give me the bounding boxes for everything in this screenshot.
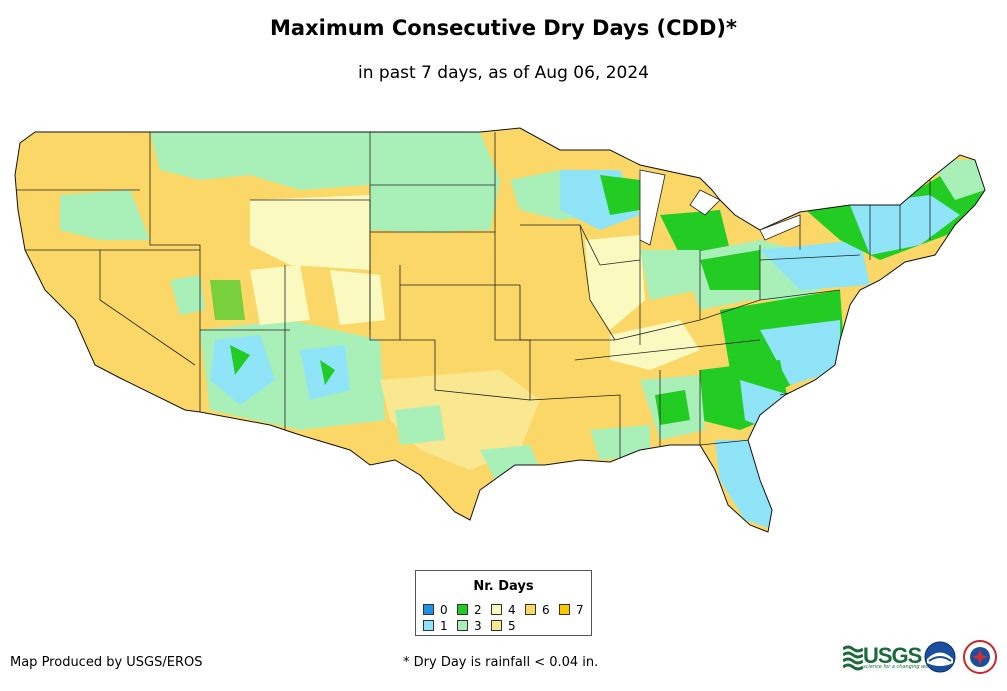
legend-item-5: 5 [491,620,516,632]
usgs-tagline: science for a changing world [863,664,935,670]
legend-swatch [457,620,468,631]
legend-label: 0 [440,603,448,617]
nws-logo-icon [963,640,997,674]
legend-swatch [525,604,536,615]
legend-item-3: 3 [457,620,482,632]
legend-item-2: 2 [457,604,482,616]
legend-label: 6 [542,603,550,617]
legend-swatch [559,604,570,615]
legend-item-4: 4 [491,604,516,616]
usgs-logo-text: USGS [863,643,922,668]
legend-item-7: 7 [559,604,584,616]
producer-credit: Map Produced by USGS/EROS [10,655,203,670]
legend-swatch [491,604,502,615]
legend-item-6: 6 [525,604,550,616]
legend-label: 2 [474,603,482,617]
legend: Nr. Days 0 1 2 3 4 5 6 7 [415,570,592,636]
legend-swatch [423,604,434,615]
legend-item-0: 0 [423,604,448,616]
legend-swatch [423,620,434,631]
map-subtitle: in past 7 days, as of Aug 06, 2024 [358,63,649,83]
noaa-logo-icon [924,641,956,673]
legend-swatch [457,604,468,615]
legend-label: 4 [508,603,516,617]
legend-label: 1 [440,619,448,633]
legend-label: 3 [474,619,482,633]
legend-label: 5 [508,619,516,633]
legend-item-1: 1 [423,620,448,632]
legend-label: 7 [576,603,584,617]
usgs-logo-icon: USGS science for a changing world [843,643,935,673]
map-title: Maximum Consecutive Dry Days (CDD)* [270,16,737,40]
legend-title: Nr. Days [473,579,534,594]
legend-swatch [491,620,502,631]
dry-day-note: * Dry Day is rainfall < 0.04 in. [403,655,599,670]
